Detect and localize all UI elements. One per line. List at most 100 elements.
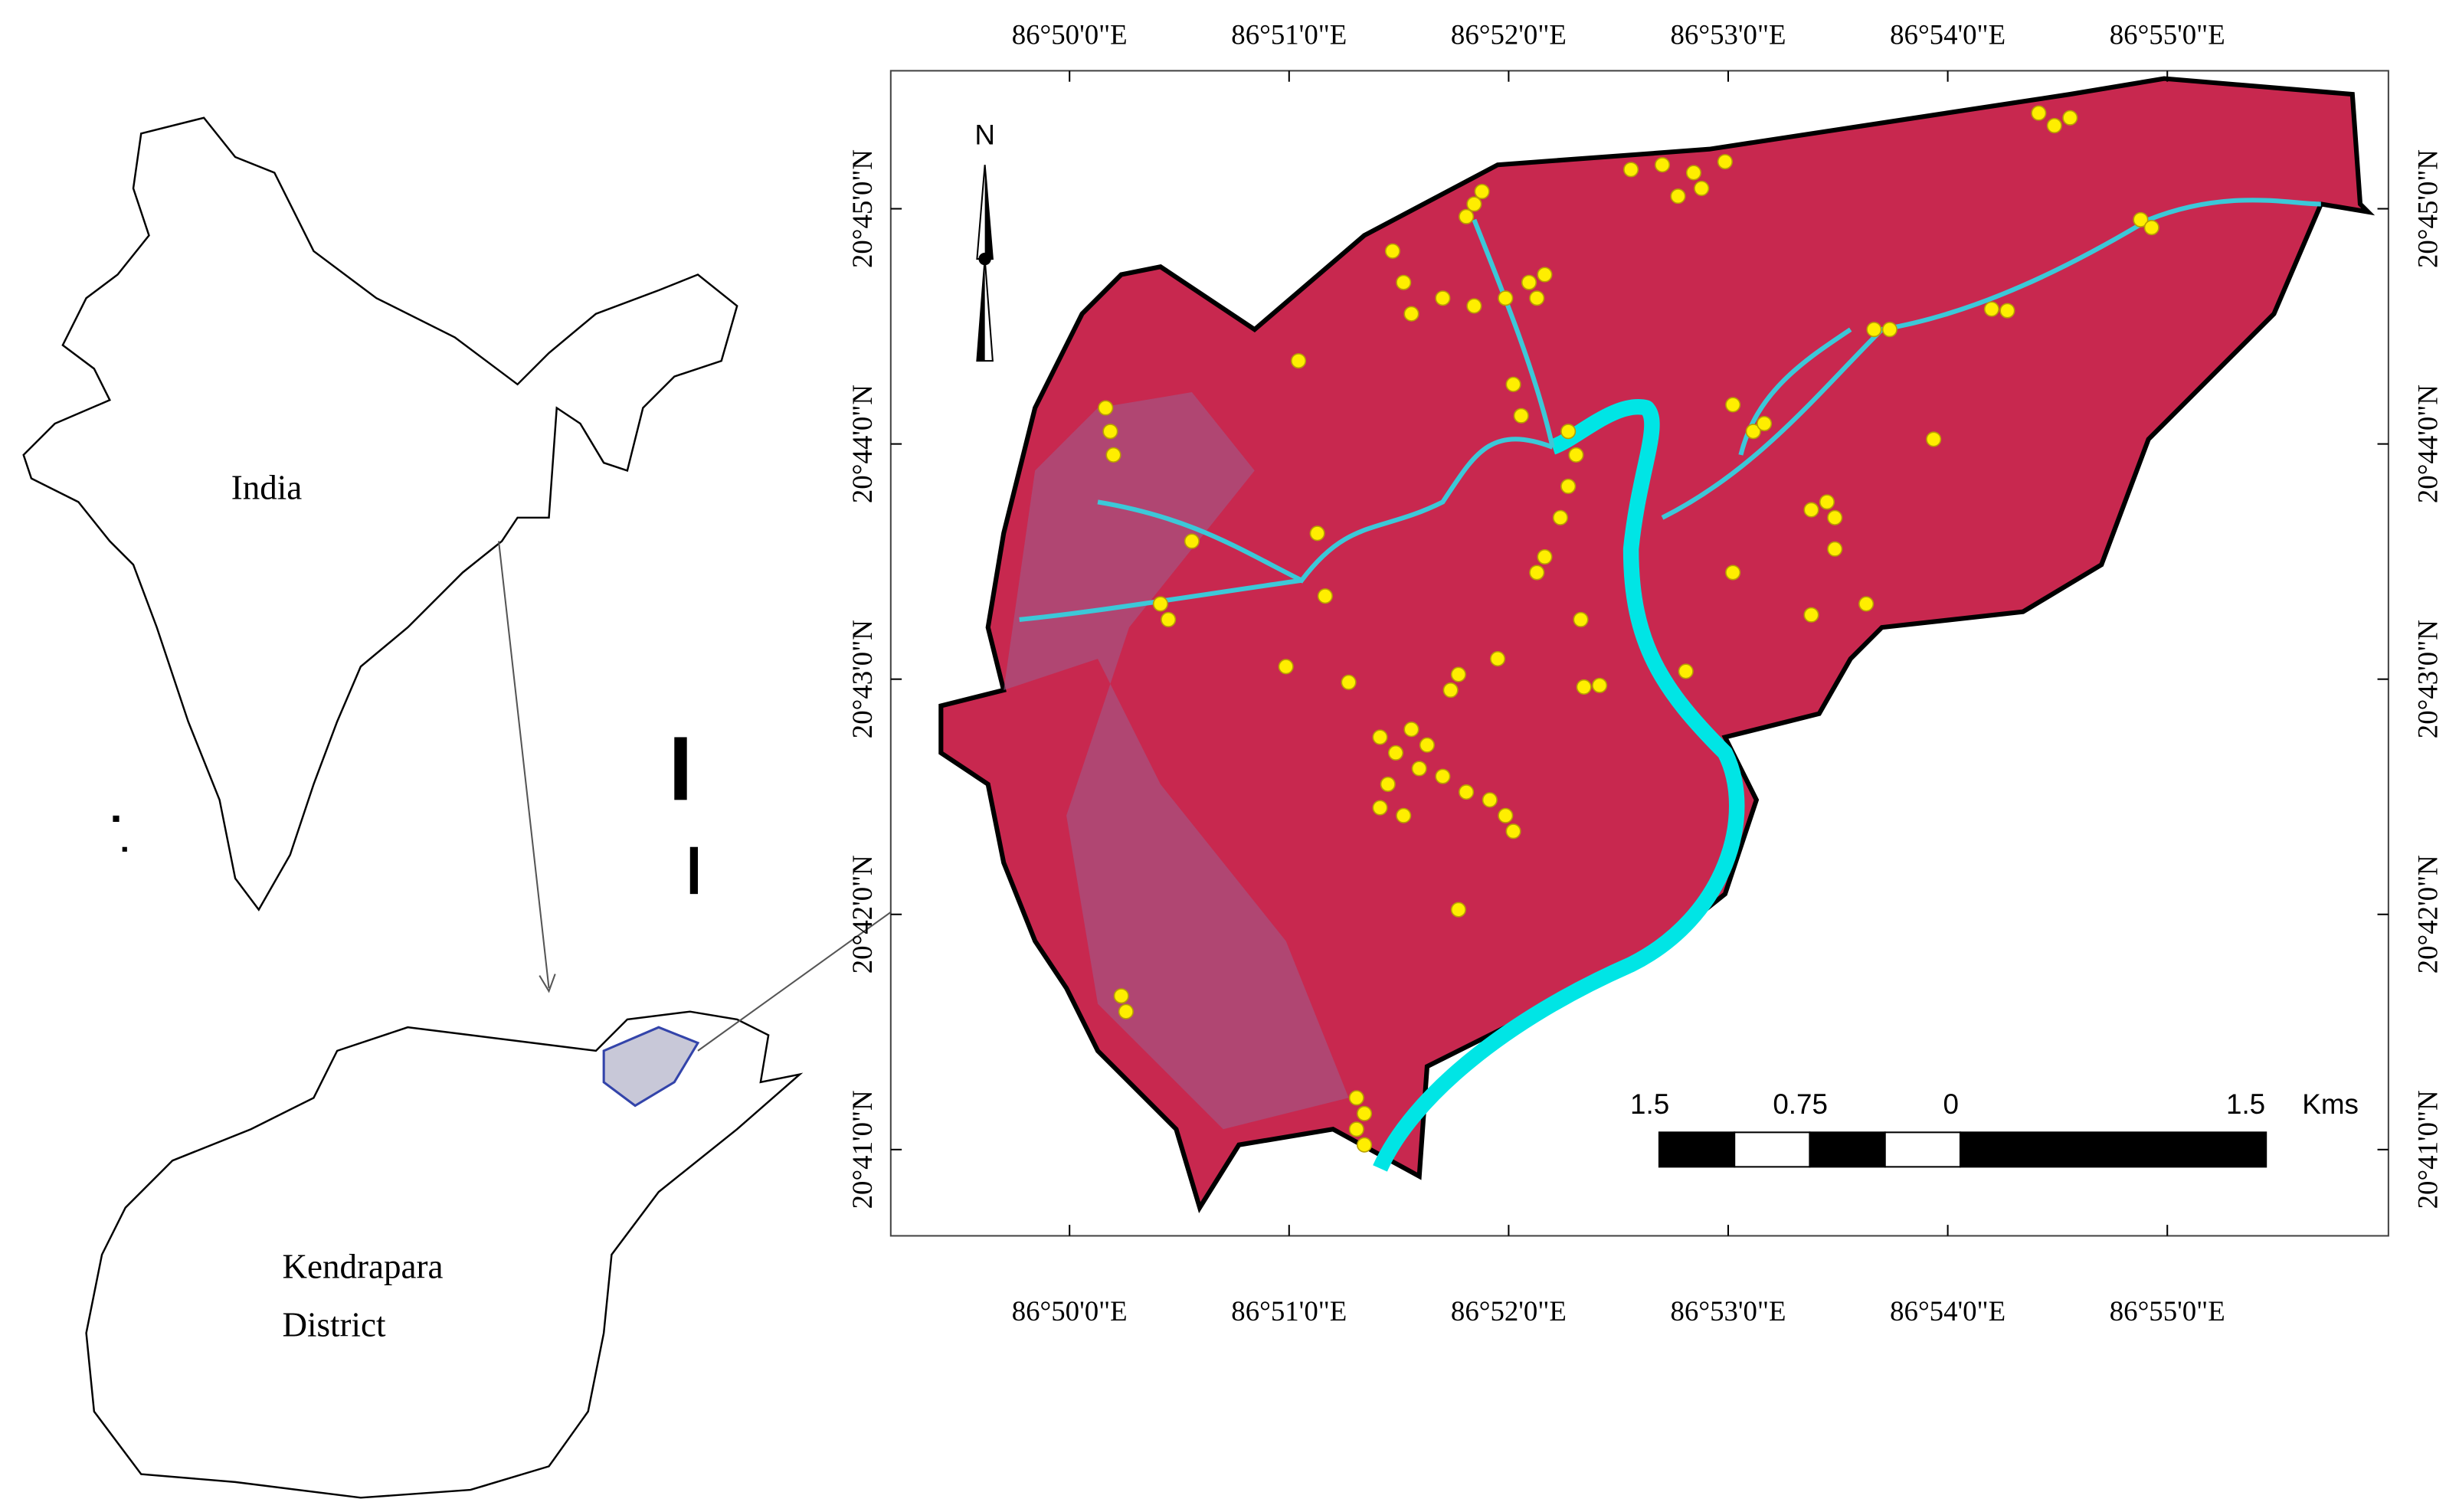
site [1881, 322, 1897, 338]
site [1357, 1137, 1373, 1153]
scale-label: 1.5 [1630, 1088, 1669, 1120]
scale-label: 0.75 [1773, 1088, 1828, 1120]
site [1717, 154, 1733, 170]
longitude-label: 86°53'0"E [1671, 1295, 1786, 1327]
site [1184, 533, 1200, 549]
site [1348, 1090, 1364, 1106]
site [1387, 745, 1404, 761]
district-outline [85, 1010, 804, 1499]
latitude-label: 20°44'0"N [846, 385, 878, 503]
latitude-label: 20°41'0"N [846, 1090, 878, 1209]
scale-unit: Kms [2302, 1088, 2359, 1120]
site [1435, 290, 1451, 306]
site [2062, 110, 2078, 126]
site [1459, 784, 1475, 800]
site [1757, 415, 1773, 432]
site [1819, 494, 1835, 510]
site [2046, 117, 2062, 134]
site [1384, 243, 1400, 259]
scale-bar [1658, 1131, 2267, 1168]
site [1357, 1105, 1373, 1121]
site [1725, 565, 1741, 581]
site [1623, 162, 1639, 178]
site [1291, 353, 1307, 369]
district-label: Kendrapara [282, 1248, 443, 1286]
site [1113, 988, 1129, 1004]
site [1573, 611, 1589, 627]
island-marks [113, 737, 699, 895]
site [1396, 274, 1412, 290]
latitude-label: 20°45'0"N [2412, 149, 2443, 268]
pointer-arrow [497, 541, 550, 989]
site [1498, 290, 1514, 306]
latitude-label: 20°42'0"N [846, 855, 878, 974]
site [1459, 208, 1475, 224]
site [1694, 180, 1710, 196]
site [1529, 565, 1545, 581]
site [1513, 407, 1529, 424]
site [1983, 301, 1999, 317]
site [1278, 659, 1294, 675]
country-label: India [231, 468, 303, 506]
site [1827, 509, 1843, 525]
longitude-label: 86°51'0"E [1231, 1295, 1347, 1327]
river [1373, 398, 1745, 1172]
latitude-label: 20°43'0"N [2412, 620, 2443, 738]
latitude-label: 20°42'0"N [2412, 855, 2443, 974]
site [1560, 478, 1577, 494]
site [1827, 541, 1843, 557]
site [1490, 651, 1506, 667]
site [1403, 306, 1419, 322]
india-outline [22, 116, 738, 911]
study-area-inset [602, 1026, 700, 1108]
site [1866, 322, 1882, 338]
longitude-label: 86°55'0"E [2110, 1295, 2225, 1327]
site [1419, 737, 1435, 753]
longitude-label: 86°53'0"E [1671, 19, 1786, 51]
site [1678, 663, 1694, 679]
site [1505, 376, 1521, 392]
site [1317, 588, 1333, 604]
scale-label: 1.5 [2226, 1088, 2265, 1120]
longitude-label: 86°52'0"E [1451, 19, 1567, 51]
north-label: N [974, 119, 995, 151]
scale-label: 0 [1943, 1088, 1958, 1120]
site [1505, 823, 1521, 839]
site [2031, 105, 2047, 121]
site [1380, 776, 1396, 792]
site [1396, 807, 1412, 823]
site [1858, 596, 1875, 612]
site [1725, 397, 1741, 413]
longitude-label: 86°51'0"E [1231, 19, 1347, 51]
site [1348, 1121, 1364, 1137]
site [1161, 611, 1177, 627]
site [1474, 183, 1490, 200]
site [1102, 424, 1118, 440]
latitude-label: 20°41'0"N [2412, 1090, 2443, 1209]
site [1803, 607, 1819, 623]
site [1537, 267, 1553, 283]
tributary [1019, 198, 2321, 622]
site [1999, 303, 2015, 319]
site [1926, 431, 1942, 447]
site [1592, 677, 1608, 693]
site [1098, 400, 1114, 416]
site [1685, 165, 1702, 181]
site [1450, 666, 1466, 682]
longitude-label: 86°54'0"E [1890, 1295, 2006, 1327]
site [1435, 768, 1451, 784]
site [1372, 729, 1388, 745]
site [1482, 792, 1498, 808]
site [1576, 679, 1592, 695]
site [1341, 674, 1357, 690]
site [1411, 761, 1427, 777]
site [1450, 902, 1466, 918]
site [1152, 596, 1168, 612]
site [1105, 447, 1121, 463]
site [1670, 188, 1686, 205]
site [1498, 807, 1514, 823]
site [1521, 274, 1537, 290]
site [1309, 525, 1325, 542]
